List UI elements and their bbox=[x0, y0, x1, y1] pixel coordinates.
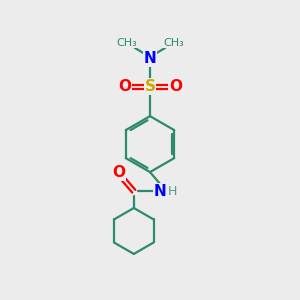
Text: O: O bbox=[169, 79, 182, 94]
Text: N: N bbox=[144, 51, 156, 66]
Text: S: S bbox=[145, 79, 155, 94]
Text: H: H bbox=[168, 185, 177, 198]
Text: O: O bbox=[118, 79, 131, 94]
Text: N: N bbox=[154, 184, 167, 199]
Text: CH₃: CH₃ bbox=[116, 38, 137, 47]
Text: CH₃: CH₃ bbox=[163, 38, 184, 47]
Text: O: O bbox=[112, 166, 126, 181]
